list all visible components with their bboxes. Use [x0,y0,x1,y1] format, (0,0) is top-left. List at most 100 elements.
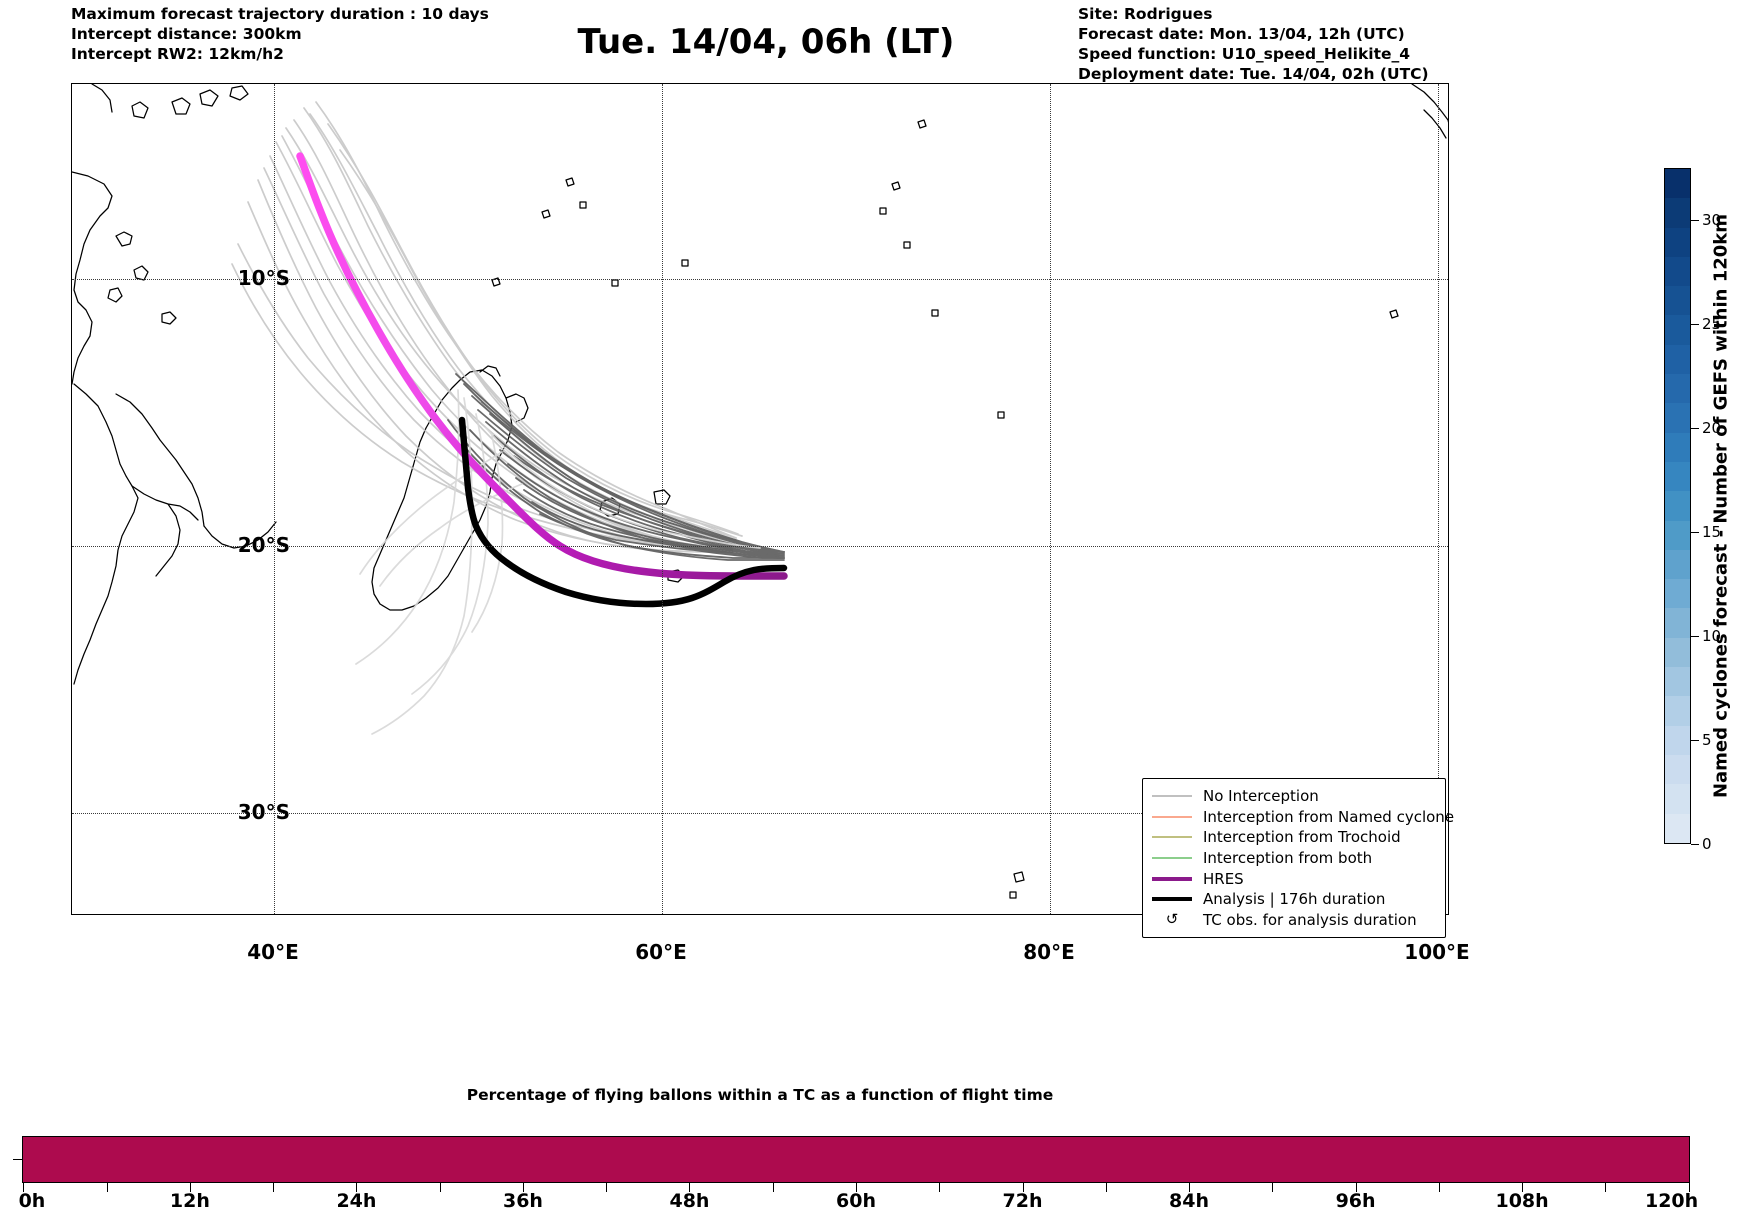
timeline-tick-label: 120h [1644,1190,1699,1212]
lon-tick-label: 60°E [635,940,687,964]
colorbar-tick-label: 30 [1702,211,1722,229]
colorbar-band [1665,344,1690,375]
colorbar-band [1665,725,1690,755]
timeline-tick [856,1183,857,1192]
colorbar-band [1665,637,1690,668]
colorbar-tick: 5 [1691,731,1712,749]
legend-item-label: Interception from both [1203,849,1373,868]
timeline-tick-label: 48h [669,1190,710,1212]
lat-tick-label: 30°S [237,800,290,824]
timeline-tick [1688,1183,1690,1192]
map-legend: No Interception Interception from Named … [1142,778,1454,939]
legend-item-both[interactable]: Interception from both [1152,848,1437,869]
legend-item-label: Analysis | 176h duration [1203,890,1386,909]
timeline-tick [1355,1183,1357,1192]
timeline-title: Percentage of flying ballons within a TC… [466,1086,1054,1104]
colorbar-tick: 20 [1691,419,1721,437]
site-line: Site: Rodrigues [1078,5,1213,23]
colorbar-tick: 15 [1691,523,1721,541]
timeline-tick [1189,1183,1191,1192]
colorbar-tick: 0 [1691,835,1712,853]
timeline-tick [1022,1183,1024,1192]
colorbar-band [1665,579,1690,609]
timeline-tick-label: 72h [1002,1190,1043,1212]
gridline-lon-60 [662,84,663,914]
timeline-tick [189,1183,191,1192]
timeline-tick [23,1183,25,1192]
legend-item-no-interception[interactable]: No Interception [1152,786,1437,807]
colorbar-tick-label: 0 [1702,835,1712,853]
map-plot-area [71,83,1449,915]
timeline-tick [1522,1183,1524,1192]
legend-item-label: No Interception [1203,787,1319,806]
colorbar-tick-label: 15 [1702,523,1722,541]
legend-line-swatch [1152,892,1192,906]
lat-tick-label: 20°S [237,533,290,557]
intercept-distance-line: Intercept distance: 300km [71,24,302,43]
gridline-lat-30 [72,813,1448,814]
colorbar-tick-label: 25 [1702,315,1722,333]
colorbar-band [1665,520,1690,550]
legend-item-analysis[interactable]: Analysis | 176h duration [1152,889,1437,910]
map-canvas [72,84,1448,899]
colorbar-band [1665,549,1690,580]
gridline-lon-80 [1050,84,1051,914]
colorbar-tick: 10 [1691,627,1721,645]
legend-line-swatch [1152,851,1192,865]
legend-item-hres[interactable]: HRES [1152,868,1437,889]
colorbar-band [1665,227,1690,257]
legend-item-tc-obs[interactable]: ↺ TC obs. for analysis duration [1152,910,1437,931]
timeline-tick [689,1183,691,1192]
legend-item-named-cyclone[interactable]: Interception from Named cyclone [1152,807,1454,828]
legend-line-swatch [1152,810,1192,824]
timeline-tick [356,1183,358,1192]
lon-tick-label: 40°E [247,940,299,964]
gridline-lon-40 [274,84,275,914]
colorbar-tick-label: 5 [1702,731,1712,749]
timeline-tick-label: 36h [502,1190,543,1212]
colorbar-band [1665,608,1690,638]
timeline-tick [1605,1183,1607,1192]
colorbar-tick-label: 20 [1702,419,1722,437]
timeline-tick-label: 96h [1335,1190,1376,1212]
timeline-tick [522,1183,524,1192]
colorbar-tick-label: 10 [1702,627,1722,645]
legend-item-trochoid[interactable]: Interception from Trochoid [1152,827,1437,848]
colorbar-band [1665,169,1690,199]
legend-item-label: Interception from Named cyclone [1203,807,1455,826]
timeline-tick [1272,1183,1274,1192]
colorbar-band [1665,491,1690,521]
header-left-info: Maximum forecast trajectory duration : 1… [71,5,489,65]
colorbar: 0 5 10 15 20 25 30 [1664,168,1721,853]
timeline-axes [22,1136,1690,1183]
timeline-tick [1105,1183,1107,1192]
legend-item-label: Interception from Trochoid [1203,828,1401,847]
timeline-tick [439,1183,441,1192]
colorbar-band [1665,696,1690,726]
timeline-fill-bar [23,1137,1689,1182]
analysis-trajectory [458,416,788,608]
colorbar-tick: 25 [1691,315,1721,333]
lon-tick-label: 80°E [1023,940,1075,964]
colorbar-band [1665,315,1690,345]
timeline-tick [772,1183,774,1192]
timeline-tick [606,1183,608,1192]
colorbar-band [1665,754,1690,785]
colorbar-band [1665,198,1690,228]
forecast-date-line: Forecast date: Mon. 13/04, 12h (UTC) [1078,24,1405,43]
timeline-tick-label: 60h [836,1190,876,1212]
header-right-info: Site: Rodrigues Forecast date: Mon. 13/0… [1078,5,1429,85]
gridline-lat-20 [72,546,1448,547]
colorbar-band [1665,256,1690,287]
gridline-lon-100 [1438,84,1439,914]
colorbar-band [1665,784,1690,814]
timeline-tick-label: 12h [169,1190,210,1212]
colorbar-band [1665,432,1690,462]
timeline-tick [273,1183,275,1192]
lat-tick-label: 10°S [237,266,290,290]
colorbar-gradient [1664,168,1691,844]
colorbar-tick: 30 [1691,211,1721,229]
colorbar-band [1665,403,1690,433]
colorbar-title-label: Named cyclones forecast - Number of GEFS… [1710,213,1732,799]
